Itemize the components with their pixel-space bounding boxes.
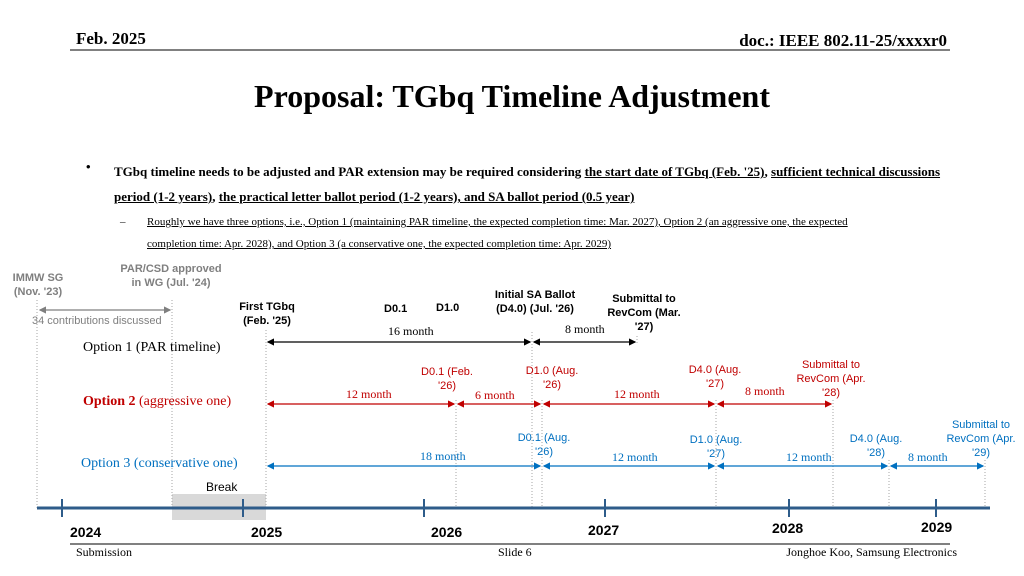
opt3-milestone-submittal: Submittal to RevCom (Apr. '29) bbox=[946, 419, 1016, 459]
opt2-duration-4: 8 month bbox=[745, 384, 785, 398]
option2-label: Option 2 (aggressive one) bbox=[83, 394, 232, 409]
footer-right: Jonghoe Koo, Samsung Electronics bbox=[786, 545, 957, 559]
opt1-duration-2: 8 month bbox=[565, 322, 605, 336]
opt3-duration-2: 12 month bbox=[612, 450, 658, 464]
axis-ticks bbox=[61, 499, 937, 517]
opt2-milestone-submittal: Submittal to RevCom (Apr. '28) bbox=[796, 359, 866, 399]
opt3-milestone-d10: D1.0 (Aug. '27) bbox=[689, 434, 743, 460]
opt2-duration-2: 6 month bbox=[475, 388, 515, 402]
bullet-text: TGbq timeline needs to be adjusted and P… bbox=[114, 164, 941, 204]
year-2029: 2029 bbox=[921, 519, 953, 535]
opt2-milestone-d01: D0.1 (Feb. '26) bbox=[421, 366, 473, 392]
year-2028: 2028 bbox=[772, 520, 804, 536]
guide-lines bbox=[36, 300, 986, 508]
milestone-initial-sa: Initial SA Ballot (D4.0) (Jul. '26) bbox=[494, 289, 576, 315]
page-title: Proposal: TGbq Timeline Adjustment bbox=[254, 78, 770, 114]
opt3-duration-4: 8 month bbox=[908, 450, 948, 464]
year-2024: 2024 bbox=[70, 524, 102, 540]
opt3-milestone-d01: D0.1 (Aug. '26) bbox=[517, 432, 571, 458]
sub-bullet-marker: – bbox=[120, 216, 126, 228]
milestone-d01: D0.1 bbox=[384, 303, 408, 315]
opt2-milestone-d40: D4.0 (Aug. '27) bbox=[688, 364, 742, 390]
milestone-submittal-revcom: Submittal to RevCom (Mar. '27) bbox=[607, 293, 681, 333]
contributions-label: 34 contributions discussed bbox=[32, 315, 162, 327]
opt3-milestone-d40: D4.0 (Aug. '28) bbox=[849, 433, 903, 459]
opt3-duration-3: 12 month bbox=[786, 450, 832, 464]
milestone-d10: D1.0 bbox=[436, 302, 460, 314]
header-date: Feb. 2025 bbox=[76, 29, 146, 48]
opt3-duration-1: 18 month bbox=[420, 449, 466, 463]
opt2-duration-3: 12 month bbox=[614, 387, 660, 401]
header-doc: doc.: IEEE 802.11-25/xxxxr0 bbox=[739, 31, 947, 50]
option1-label: Option 1 (PAR timeline) bbox=[83, 340, 221, 355]
opt1-duration-1: 16 month bbox=[388, 324, 434, 338]
footer-left: Submission bbox=[76, 545, 133, 559]
option3-label: Option 3 (conservative one) bbox=[81, 456, 238, 471]
milestone-first-tgbq: First TGbq (Feb. '25) bbox=[239, 301, 295, 327]
sub-bullet-line-2: completion time: Apr. 2028), and Option … bbox=[147, 238, 612, 250]
milestone-par-csd: PAR/CSD approved in WG (Jul. '24) bbox=[120, 263, 222, 289]
opt2-milestone-d10: D1.0 (Aug. '26) bbox=[525, 365, 579, 391]
year-2026: 2026 bbox=[431, 524, 463, 540]
year-2027: 2027 bbox=[588, 522, 620, 538]
milestone-immw-sg: IMMW SG (Nov. '23) bbox=[12, 272, 64, 298]
year-2025: 2025 bbox=[251, 524, 283, 540]
opt2-duration-1: 12 month bbox=[346, 387, 392, 401]
sub-bullet-line-1: Roughly we have three options, i.e., Opt… bbox=[147, 216, 848, 228]
break-label: Break bbox=[206, 480, 238, 494]
footer-center: Slide 6 bbox=[498, 545, 532, 559]
bullet-marker: • bbox=[86, 159, 91, 174]
